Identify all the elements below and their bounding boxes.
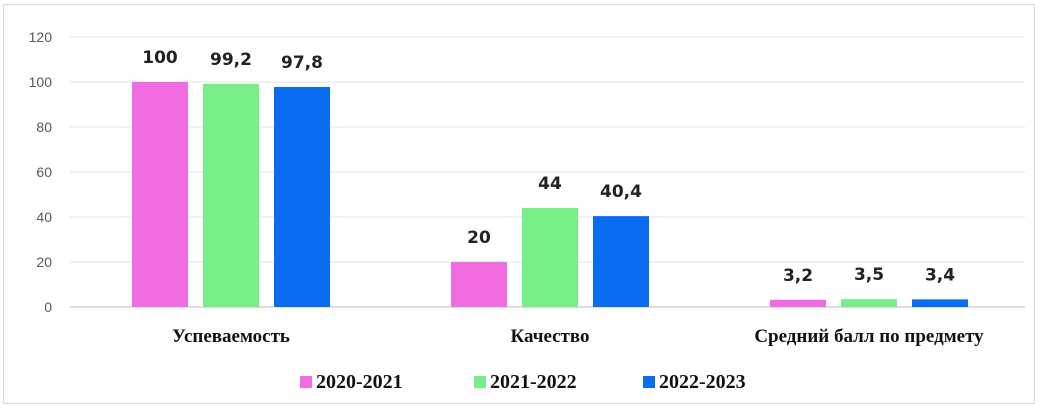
legend-swatch bbox=[300, 376, 312, 388]
legend-label: 2020-2021 bbox=[316, 371, 403, 393]
data-label: 20 bbox=[467, 228, 491, 248]
legend-label: 2021-2022 bbox=[490, 371, 577, 393]
category-label: Средний балл по предмету bbox=[754, 326, 984, 347]
data-label: 3,5 bbox=[854, 265, 884, 285]
y-tick-label: 60 bbox=[36, 164, 52, 180]
bars bbox=[132, 82, 968, 307]
x-axis: Успеваемость Качество Средний балл по пред… bbox=[172, 326, 984, 347]
legend: 2020-2021 2021-2022 2022-2023 bbox=[300, 371, 746, 393]
category-label: Качество bbox=[510, 326, 589, 347]
y-tick-label: 40 bbox=[36, 209, 52, 225]
data-labels: 100 20 3,2 99,2 44 3,5 97,8 40,4 3,4 bbox=[142, 48, 955, 286]
bar bbox=[203, 83, 259, 307]
y-axis: 0 20 40 60 80 100 120 bbox=[29, 29, 53, 315]
y-tick-label: 100 bbox=[29, 74, 53, 90]
y-tick-label: 80 bbox=[36, 119, 52, 135]
bar bbox=[770, 299, 826, 307]
bar bbox=[522, 208, 578, 307]
data-label: 3,4 bbox=[925, 265, 955, 285]
legend-label: 2022-2023 bbox=[659, 371, 746, 393]
data-label: 3,2 bbox=[783, 266, 813, 286]
y-tick-label: 0 bbox=[44, 299, 52, 315]
y-tick-label: 20 bbox=[36, 254, 52, 270]
data-label: 99,2 bbox=[210, 50, 252, 70]
data-label: 44 bbox=[538, 174, 562, 194]
category-label: Успеваемость bbox=[172, 326, 290, 347]
bar bbox=[841, 299, 897, 307]
legend-swatch bbox=[474, 376, 486, 388]
data-label: 97,8 bbox=[281, 53, 323, 73]
y-tick-label: 120 bbox=[29, 29, 53, 45]
data-label: 40,4 bbox=[600, 182, 642, 202]
bar bbox=[132, 82, 188, 307]
bar bbox=[912, 299, 968, 307]
bar bbox=[274, 86, 330, 307]
legend-swatch bbox=[643, 376, 655, 388]
bar bbox=[451, 262, 507, 307]
bar bbox=[593, 216, 649, 307]
data-label: 100 bbox=[142, 48, 178, 68]
